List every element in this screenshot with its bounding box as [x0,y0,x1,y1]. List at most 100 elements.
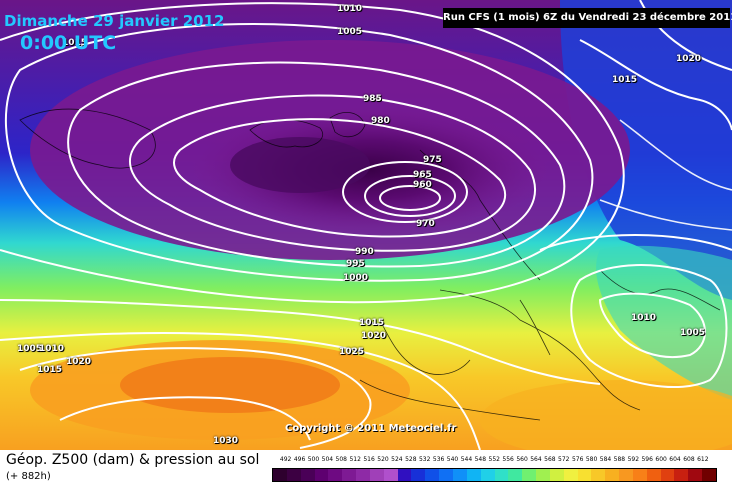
legend-swatch [660,469,675,481]
legend-swatch [494,469,509,481]
eastern-cyan-area [596,245,732,400]
isobar-label: 975 [423,155,442,165]
isobar-label: 985 [363,94,382,104]
legend-swatch [632,469,647,481]
legend-tick-label: 596 [641,456,653,463]
isobars [0,0,732,450]
isobar-label: 1015 [62,38,88,48]
legend-tick-label: 604 [669,456,681,463]
legend-ticks: 492 496 500 504 508 512 516 520 524 528 532 536 540 5… [272,454,717,466]
legend-swatch [439,469,453,481]
legend-tick-label: 572 [558,456,570,463]
isobar-label: 1015 [359,318,385,328]
legend-color-scale [272,468,717,482]
legend-swatch [536,469,550,481]
legend-swatch [688,469,703,481]
legend-tick-label: 504 [321,456,334,463]
isobar-label: 970 [416,219,435,229]
legend-swatch [425,469,440,481]
model-run-banner: Run CFS (1 mois) 6Z du Vendredi 23 décem… [443,8,732,28]
legend-tick-label: 552 [488,456,500,463]
legend-swatch [508,469,523,481]
isobar-label: 1025 [339,347,365,357]
isobar-label: 1015 [612,75,638,85]
legend-tick-label: 560 [516,456,528,463]
eastern-blue-area [560,0,732,300]
legend-tick-label: 500 [307,456,320,463]
legend-swatch [369,469,384,481]
legend-swatch [286,469,301,481]
legend-tick-label: 544 [460,456,473,463]
legend-tick-label: 580 [585,456,598,463]
legend-subtitle: (+ 882h) [6,471,51,482]
isobar-label: 960 [413,180,432,190]
copyright-notice: Copyright © 2011 Meteociel.fr [285,423,457,434]
legend-tick-label: 496 [293,456,306,463]
legend-swatch [356,469,370,481]
isobar-label: 1010 [631,313,657,323]
legend-tick-label: 588 [613,456,626,463]
isobar-label: 1005 [17,344,43,354]
legend-swatch [342,469,357,481]
legend-swatch [702,469,716,481]
legend-tick-label: 508 [335,456,347,463]
legend-tick-label: 512 [349,456,361,463]
legend-tick-label: 608 [683,456,695,463]
legend-swatch [383,469,398,481]
legend-tick-label: 556 [502,456,514,463]
isobar-label: 1010 [337,4,363,14]
legend-swatch [397,469,412,481]
legend-tick-label: 564 [530,456,542,463]
legend-swatch [591,469,606,481]
legend-swatch [646,469,661,481]
isobar-label: 990 [355,247,374,257]
legend-tick-label: 568 [544,456,556,463]
legend-swatch [452,469,467,481]
legend-tick-label: 516 [363,456,375,463]
isobar-label: 1005 [680,328,706,338]
legend-swatch [605,469,620,481]
legend-tick-label: 612 [697,456,709,463]
legend-swatch [273,469,287,481]
map-canvas [0,0,732,450]
legend-swatch [549,469,564,481]
map-legend: Géop. Z500 (dam) & pression au sol (+ 88… [0,450,732,488]
legend-title: Géop. Z500 (dam) & pression au sol [6,452,260,468]
legend-tick-label: 600 [655,456,667,463]
legend-swatch [674,469,689,481]
legend-swatch [522,469,537,481]
legend-tick-label: 528 [405,456,417,463]
legend-swatch [411,469,426,481]
isobar-label: 1020 [676,54,702,64]
legend-swatch [619,469,633,481]
legend-swatch [466,469,481,481]
low-pressure-core [190,105,550,235]
legend-tick-label: 524 [391,456,403,463]
legend-swatch [577,469,592,481]
isobar-label: 980 [371,116,390,126]
isobar-label: 1020 [66,357,92,367]
isobar-label: 1010 [39,344,65,354]
isobar-label: 995 [346,259,365,269]
legend-swatch [314,469,329,481]
legend-tick-label: 532 [418,456,431,463]
forecast-date: Dimanche 29 janvier 2012 [4,12,225,30]
legend-tick-label: 592 [627,456,640,463]
isobar-label: 1020 [361,331,387,341]
isobar-label: 1005 [337,27,363,37]
legend-swatch [480,469,495,481]
forecast-time: 0:00 UTC [20,32,117,54]
isobar-label: 1030 [213,436,239,446]
legend-tick-label: 584 [599,456,612,463]
legend-tick-label: 520 [377,456,389,463]
legend-tick-label: 492 [279,456,292,463]
legend-swatch [328,469,343,481]
legend-swatch [300,469,315,481]
legend-swatch [563,469,578,481]
isobar-label: 1015 [37,365,63,375]
isobar-label: 965 [413,170,432,180]
legend-tick-label: 540 [446,456,459,463]
isobar-label: 1000 [343,273,369,283]
legend-tick-label: 548 [474,456,487,463]
legend-tick-label: 576 [571,456,584,463]
